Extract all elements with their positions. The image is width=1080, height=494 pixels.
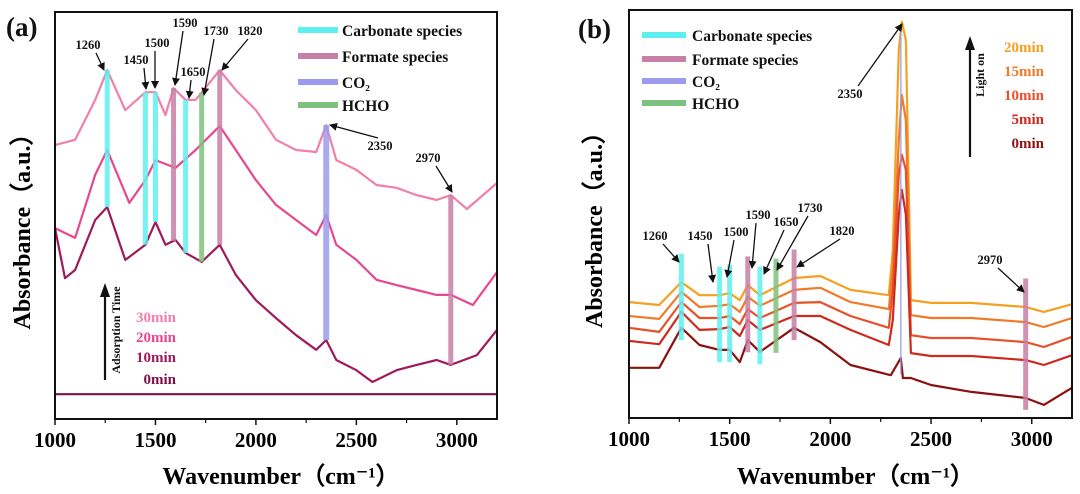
peak-label-1260: 1260 xyxy=(643,229,668,243)
plot-frame xyxy=(54,11,498,420)
x-axis-title: Wavenumber（cm⁻¹） xyxy=(737,463,974,490)
legend-label: CO₂ xyxy=(692,74,720,91)
x-tick-label: 2000 xyxy=(809,427,851,451)
peak-arrow-1730 xyxy=(776,215,809,271)
series-line-0min xyxy=(629,326,1073,406)
time-label-0min: 0min xyxy=(143,372,176,388)
x-tick-label: 3000 xyxy=(436,428,478,452)
x-tick-label: 1500 xyxy=(134,428,176,452)
series-line-15min xyxy=(628,93,1073,329)
legend-label: Carbonate species xyxy=(692,28,812,45)
time-arrow-head xyxy=(965,36,975,50)
peak-label-1260: 1260 xyxy=(76,38,101,52)
time-label-20min: 20min xyxy=(1004,40,1045,56)
peak-arrow-1260 xyxy=(662,243,680,263)
peak-label-1820: 1820 xyxy=(238,24,263,38)
x-tick-label: 1000 xyxy=(608,427,650,451)
peak-arrow-2970 xyxy=(435,165,453,193)
peak-arrow-1650 xyxy=(185,79,194,99)
arrow-annotation: Light on xyxy=(973,53,987,97)
legend-label: Formate species xyxy=(342,49,448,66)
legend-label: Formate species xyxy=(692,52,798,69)
series-line-10min xyxy=(628,153,1073,349)
x-axis-title: Wavenumber（cm⁻¹） xyxy=(162,463,399,490)
peak-arrow-1730 xyxy=(201,38,215,96)
peak-arrow-1820 xyxy=(221,38,249,71)
peak-arrow-1450 xyxy=(707,243,717,283)
series-line-30min xyxy=(54,69,498,211)
peak-label-1590: 1590 xyxy=(173,16,198,30)
panel-b-tag: (b) xyxy=(578,14,611,44)
x-tick-label: 1000 xyxy=(34,428,76,452)
peak-arrow-1450 xyxy=(141,67,150,90)
time-arrow-head xyxy=(100,283,110,297)
peak-arrow-2350 xyxy=(857,23,903,87)
legend-label: HCHO xyxy=(342,98,389,115)
series-line-5min xyxy=(628,188,1073,367)
peak-label-1730: 1730 xyxy=(204,24,229,38)
peak-label-2350: 2350 xyxy=(838,87,863,101)
time-label-20min: 20min xyxy=(136,330,177,346)
y-axis-title: Absorbance（a.u.） xyxy=(9,121,36,329)
peak-arrow-1260 xyxy=(95,52,105,71)
peak-label-1450: 1450 xyxy=(124,53,149,67)
x-tick-label: 2500 xyxy=(335,428,377,452)
time-label-5min: 5min xyxy=(1011,112,1044,128)
x-tick-label: 2500 xyxy=(910,427,952,451)
peak-label-1820: 1820 xyxy=(830,224,855,238)
peak-arrow-2970 xyxy=(997,267,1025,293)
time-label-10min: 10min xyxy=(136,350,177,366)
peak-label-1450: 1450 xyxy=(688,229,713,243)
time-label-15min: 15min xyxy=(1004,64,1045,80)
time-label-0min: 0min xyxy=(1011,136,1044,152)
time-label-10min: 10min xyxy=(1004,88,1045,104)
plot-frame xyxy=(628,9,1073,419)
peak-label-2970: 2970 xyxy=(416,151,441,165)
panel-a-tag: (a) xyxy=(6,12,37,42)
peak-label-1730: 1730 xyxy=(798,201,823,215)
legend-label: CO₂ xyxy=(342,75,370,92)
peak-label-2970: 2970 xyxy=(978,253,1003,267)
x-tick-label: 1500 xyxy=(709,427,751,451)
peak-arrow-1500 xyxy=(724,239,735,278)
peak-arrow-1590 xyxy=(172,30,184,86)
arrow-annotation: Adsorption Time xyxy=(109,286,123,374)
peak-label-1650: 1650 xyxy=(774,215,799,229)
series-line-20min xyxy=(628,20,1073,313)
peak-label-1500: 1500 xyxy=(145,36,170,50)
x-tick-label: 2000 xyxy=(235,428,277,452)
y-axis-title: Absorbance（a.u.） xyxy=(581,120,608,328)
peak-arrow-2350 xyxy=(329,122,379,139)
peak-arrow-1820 xyxy=(796,238,841,268)
peak-arrow-1650 xyxy=(763,229,785,275)
x-tick-label: 3000 xyxy=(1011,427,1053,451)
legend-label: Carbonate species xyxy=(342,23,462,40)
peak-label-1590: 1590 xyxy=(746,208,771,222)
series-line-20min xyxy=(54,124,498,307)
series-line-10min xyxy=(53,205,498,384)
time-label-30min: 30min xyxy=(136,310,177,326)
peak-arrow-1590 xyxy=(748,222,757,269)
peak-label-2350: 2350 xyxy=(368,139,393,153)
legend-label: HCHO xyxy=(692,96,739,113)
peak-label-1650: 1650 xyxy=(181,65,206,79)
peak-label-1500: 1500 xyxy=(724,225,749,239)
